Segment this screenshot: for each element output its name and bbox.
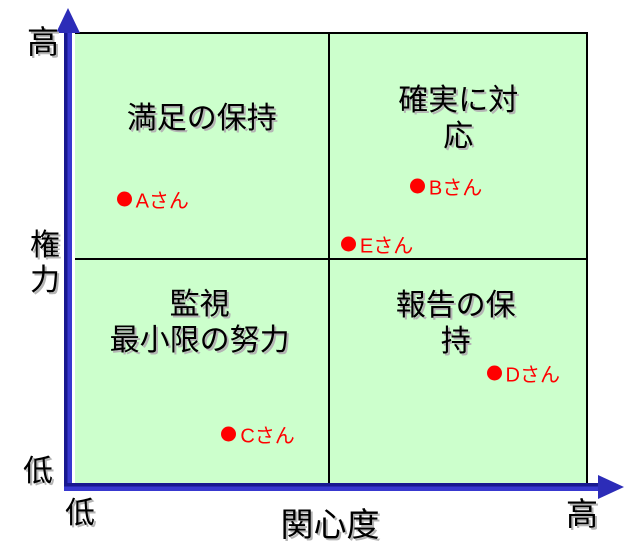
quadrant-divider-vertical xyxy=(328,34,330,486)
data-point: Eさん xyxy=(340,230,414,259)
data-point: Dさん xyxy=(486,359,560,388)
data-point: Bさん xyxy=(409,172,483,201)
quadrant-label-monitor-minimal-effort: 監視 最小限の努力 xyxy=(109,287,290,357)
quadrant-label-keep-informed: 報告の保持 xyxy=(395,288,516,358)
point-label: Bさん xyxy=(428,177,483,200)
point-label: Cさん xyxy=(240,425,295,448)
x-axis-arrow-icon xyxy=(598,475,624,499)
y-axis-max-label: 高 xyxy=(26,24,60,60)
quadrant-divider-horizontal xyxy=(75,258,586,260)
y-axis-min-label: 低 xyxy=(23,455,53,488)
y-axis-line xyxy=(64,26,72,490)
point-label: Dさん xyxy=(505,364,560,387)
plot-area: 満足の保持 確実に対応 監視 最小限の努力 報告の保持 Aさん Bさん Cさん Dさん… xyxy=(75,32,588,486)
y-axis-arrow-icon xyxy=(56,8,80,33)
point-label: Aさん xyxy=(135,190,189,213)
point-label: Eさん xyxy=(359,235,414,258)
quadrant-label-keep-satisfied: 満足の保持 xyxy=(126,101,277,135)
x-axis-max-label: 高 xyxy=(565,496,599,532)
data-point: Aさん xyxy=(116,185,189,214)
point-marker-icon xyxy=(116,191,132,207)
point-marker-icon xyxy=(340,236,356,252)
y-axis-title: 権力 xyxy=(30,229,60,297)
x-axis-min-label: 低 xyxy=(65,497,95,530)
x-axis-line xyxy=(64,483,600,491)
point-marker-icon xyxy=(409,178,425,194)
point-marker-icon xyxy=(221,426,237,442)
data-point: Cさん xyxy=(221,420,295,449)
x-axis-title: 関心度 xyxy=(280,506,380,543)
quadrant-label-manage-closely: 確実に対応 xyxy=(398,84,519,154)
point-marker-icon xyxy=(486,365,502,381)
